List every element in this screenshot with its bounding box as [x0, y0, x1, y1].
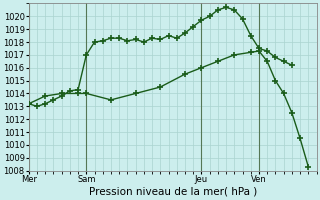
X-axis label: Pression niveau de la mer( hPa ): Pression niveau de la mer( hPa ) [89, 187, 257, 197]
